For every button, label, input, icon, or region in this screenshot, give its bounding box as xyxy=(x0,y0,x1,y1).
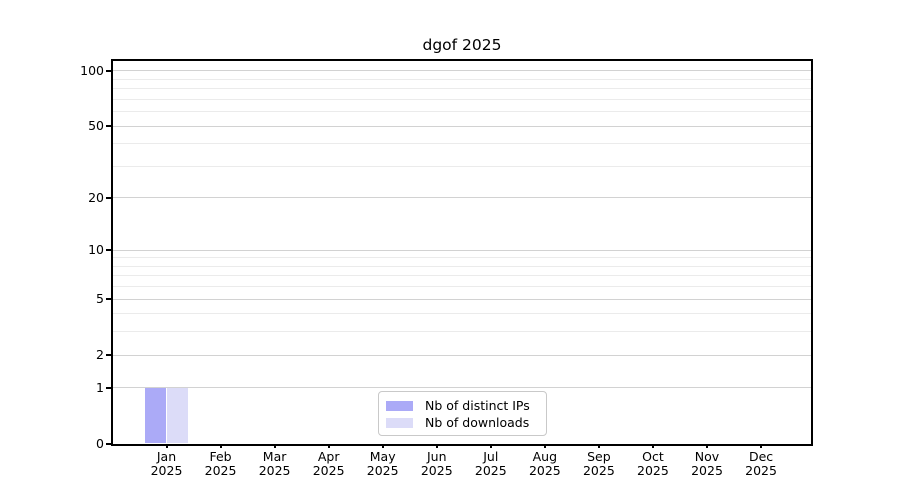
x-tick-year: 2025 xyxy=(474,463,507,478)
bar-distinct-ips xyxy=(144,387,167,443)
x-tick-label: Nov 2025 xyxy=(679,450,735,478)
x-tick-month: Aug xyxy=(532,449,558,464)
y-tick-label: 20 xyxy=(88,189,104,205)
gridline-major xyxy=(113,298,811,300)
x-tick-month: Mar xyxy=(262,449,287,464)
gridline-minor xyxy=(113,165,811,167)
x-tick-year: 2025 xyxy=(258,463,291,478)
x-tick xyxy=(760,444,763,448)
x-tick-year: 2025 xyxy=(366,463,399,478)
gridline-major xyxy=(113,249,811,251)
gridline-minor xyxy=(113,257,811,259)
y-tick xyxy=(106,386,111,389)
legend-swatch-distinct-ips xyxy=(386,400,413,411)
x-tick xyxy=(543,444,546,448)
gridline-minor xyxy=(113,111,811,113)
x-tick xyxy=(219,444,222,448)
y-tick xyxy=(106,196,111,199)
x-tick-label: Jan 2025 xyxy=(139,450,195,478)
legend-entry-distinct-ips: Nb of distinct IPs xyxy=(386,397,546,414)
x-tick-year: 2025 xyxy=(420,463,453,478)
x-tick-year: 2025 xyxy=(150,463,183,478)
x-tick-label: Oct 2025 xyxy=(625,450,681,478)
gridline-minor xyxy=(113,313,811,315)
x-tick-label: Dec 2025 xyxy=(733,450,789,478)
gridline-major xyxy=(113,70,811,72)
x-tick-year: 2025 xyxy=(528,463,561,478)
x-tick-year: 2025 xyxy=(312,463,345,478)
y-tick xyxy=(106,125,111,128)
y-tick-label: 0 xyxy=(96,436,104,451)
gridline-major xyxy=(113,354,811,356)
x-tick xyxy=(597,444,600,448)
x-tick-month: Nov xyxy=(694,449,720,464)
y-tick xyxy=(106,354,111,357)
y-tick xyxy=(106,249,111,252)
x-tick-month: Sep xyxy=(587,449,611,464)
x-tick-label: Jun 2025 xyxy=(409,450,465,478)
x-tick-year: 2025 xyxy=(745,463,777,478)
gridline-minor xyxy=(113,331,811,333)
x-tick xyxy=(435,444,438,448)
x-tick-month: Jul xyxy=(483,449,499,464)
x-tick xyxy=(706,444,708,448)
legend: Nb of distinct IPs Nb of downloads xyxy=(378,391,547,436)
y-tick-label: 1 xyxy=(96,379,104,395)
y-tick xyxy=(106,69,111,72)
x-tick-month: Apr xyxy=(317,449,340,464)
x-tick xyxy=(165,444,168,448)
y-tick-label: 2 xyxy=(96,347,104,363)
gridline-minor xyxy=(113,143,811,145)
legend-entry-downloads: Nb of downloads xyxy=(386,414,546,431)
gridline-minor xyxy=(113,265,811,267)
x-tick-month: Oct xyxy=(642,449,664,464)
y-tick xyxy=(106,443,111,445)
gridline-minor xyxy=(113,275,811,277)
x-tick xyxy=(381,444,384,448)
chart-title: dgof 2025 xyxy=(422,36,502,54)
x-tick-month: Jun xyxy=(426,449,447,464)
x-tick-label: Sep 2025 xyxy=(571,450,627,478)
y-tick xyxy=(106,298,111,301)
x-tick-label: Feb 2025 xyxy=(193,450,249,478)
x-tick-month: May xyxy=(369,449,396,464)
x-tick-year: 2025 xyxy=(204,463,237,478)
y-tick-label: 5 xyxy=(96,291,104,307)
gridline-minor xyxy=(113,286,811,288)
x-tick-month: Feb xyxy=(209,449,232,464)
legend-label-distinct-ips: Nb of distinct IPs xyxy=(425,398,530,413)
gridline-major xyxy=(113,197,811,199)
x-tick-year: 2025 xyxy=(637,463,669,478)
y-tick-label: 50 xyxy=(88,118,104,134)
x-tick-label: Mar 2025 xyxy=(247,450,303,478)
x-tick-year: 2025 xyxy=(691,463,723,478)
legend-swatch-downloads xyxy=(386,417,413,428)
x-tick-label: Jul 2025 xyxy=(463,450,519,478)
bar-downloads xyxy=(166,387,189,443)
x-tick-label: Apr 2025 xyxy=(301,450,357,478)
legend-label-downloads: Nb of downloads xyxy=(425,415,530,430)
x-tick-year: 2025 xyxy=(582,463,615,478)
gridline-minor xyxy=(113,78,811,80)
x-tick-month: Jan xyxy=(156,449,177,464)
gridline-minor xyxy=(113,98,811,100)
gridline-major xyxy=(113,387,811,389)
y-tick-label: 10 xyxy=(88,242,104,258)
x-tick xyxy=(273,444,276,448)
x-tick xyxy=(327,444,330,448)
y-tick-label: 100 xyxy=(80,62,104,78)
x-tick-label: May 2025 xyxy=(355,450,411,478)
x-tick xyxy=(651,444,654,448)
x-tick-month: Dec xyxy=(748,449,774,464)
x-tick-label: Aug 2025 xyxy=(517,450,573,478)
x-tick xyxy=(489,444,492,448)
gridline-minor xyxy=(113,88,811,90)
gridline-major xyxy=(113,125,811,127)
